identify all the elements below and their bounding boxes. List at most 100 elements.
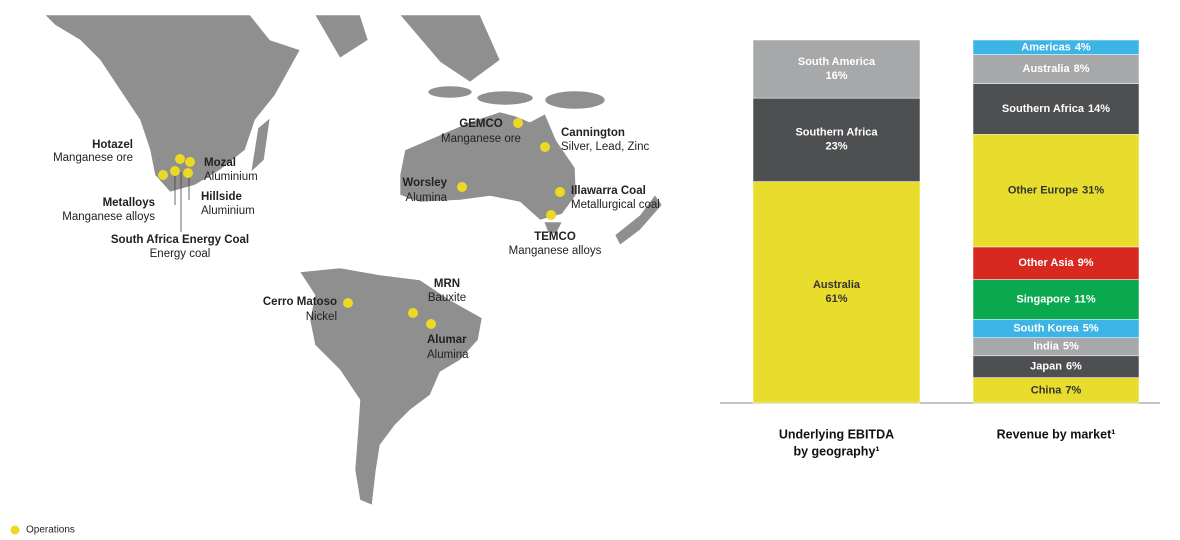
segment-label: China 7% <box>1031 384 1082 396</box>
operation-dot <box>343 298 353 308</box>
segment-label: Southern Africa 14% <box>1002 103 1110 115</box>
segment-label: Americas 4% <box>1021 41 1091 53</box>
legend-swatch <box>10 525 20 535</box>
bar-segment <box>752 97 921 182</box>
operation-dot <box>170 166 180 176</box>
bar-segment <box>752 39 921 99</box>
operation-name: Cannington <box>561 127 625 139</box>
segment-name: Singapore <box>1016 293 1070 305</box>
segment-label: India 5% <box>1033 341 1079 353</box>
operation-dot <box>555 187 565 197</box>
segment-value: 9% <box>1078 257 1094 269</box>
operation-product: Metallurgical coal <box>571 199 660 211</box>
map: Hotazel Manganese ore Mozal Aluminium Me… <box>10 14 663 536</box>
segment-value: 61% <box>825 293 847 305</box>
segment-value: 6% <box>1066 361 1082 373</box>
operation-dot <box>158 170 168 180</box>
operation-name: Mozal <box>204 157 236 169</box>
operation-product: Manganese alloys <box>509 245 602 257</box>
operation-name: MRN <box>434 278 460 290</box>
operation-dot <box>546 210 556 220</box>
segment-name: China <box>1031 384 1062 396</box>
bar-segment <box>972 54 1140 84</box>
segment-value: 8% <box>1074 63 1090 75</box>
new-zealand <box>614 194 663 246</box>
bar-segment <box>972 279 1140 320</box>
segment-name: Australia <box>813 279 861 291</box>
bar-segment <box>972 39 1140 55</box>
segment-value: 14% <box>1088 103 1110 115</box>
bar-segment <box>972 377 1140 404</box>
segment-name: India <box>1033 341 1060 353</box>
segment-label: Australia 8% <box>1023 63 1090 75</box>
segment-value: 31% <box>1082 185 1104 197</box>
segment-name: South America <box>798 56 876 68</box>
operation-dot <box>408 308 418 318</box>
island <box>427 85 473 99</box>
operation-product: Manganese ore <box>441 133 521 145</box>
africa <box>44 14 301 193</box>
segment-value: 23% <box>825 141 847 153</box>
operation-product: Alumina <box>427 349 469 361</box>
asia <box>399 14 501 83</box>
operation-product: Silver, Lead, Zinc <box>561 141 649 153</box>
operation-name: South Africa Energy Coal <box>111 234 249 246</box>
operation-dot <box>513 118 523 128</box>
tasmania <box>543 221 563 235</box>
operation-dot <box>183 168 193 178</box>
chart-title: Revenue by market¹ <box>997 427 1116 441</box>
segment-label: South Korea 5% <box>1013 322 1099 334</box>
operation-name: TEMCO <box>534 231 576 243</box>
operation-dot <box>457 182 467 192</box>
island <box>476 90 534 106</box>
segment-value: 16% <box>825 70 847 82</box>
segment-value: 5% <box>1083 322 1099 334</box>
segment-label: Other Asia 9% <box>1018 257 1093 269</box>
operation-name: Metalloys <box>103 197 155 209</box>
operation-name: Hillside <box>201 191 242 203</box>
segment-name: Southern Africa <box>1002 103 1085 115</box>
operation-product: Aluminium <box>204 171 258 183</box>
operation-name: Worsley <box>402 177 447 189</box>
operation-name: Illawarra Coal <box>571 185 646 197</box>
segment-value: 7% <box>1065 384 1081 396</box>
operation-dot <box>185 157 195 167</box>
operation-dot <box>426 319 436 329</box>
charts: Australia 61% Southern Africa 23% South Amer… <box>752 39 1140 458</box>
chart-title: Underlying EBITDA <box>779 427 894 441</box>
segment-value: 4% <box>1075 41 1091 53</box>
bar-segment <box>752 181 921 404</box>
operation-product: Manganese ore <box>53 152 133 164</box>
segment-name: Japan <box>1030 361 1062 373</box>
operation-dot <box>540 142 550 152</box>
operation-name: GEMCO <box>459 118 503 130</box>
operation-product: Manganese alloys <box>62 211 155 223</box>
operation-product: Energy coal <box>150 248 211 260</box>
segment-name: Other Europe <box>1008 185 1078 197</box>
bar-segment <box>972 134 1140 248</box>
segment-value: 5% <box>1063 341 1079 353</box>
chart-title: by geography¹ <box>793 444 879 458</box>
island <box>544 90 606 110</box>
operation-product: Aluminium <box>201 205 255 217</box>
operation-product: Bauxite <box>428 292 466 304</box>
operation-product: Nickel <box>306 311 337 323</box>
segment-label: Japan 6% <box>1030 361 1082 373</box>
segment-value: 11% <box>1074 293 1096 305</box>
bar-segment <box>972 246 1140 280</box>
segment-name: South Korea <box>1013 322 1079 334</box>
segment-label: Singapore 11% <box>1016 293 1095 305</box>
operation-name: Cerro Matoso <box>263 296 337 308</box>
segment-label: Other Europe 31% <box>1008 185 1105 197</box>
segment-name: Southern Africa <box>795 127 878 139</box>
south-america <box>299 267 483 506</box>
segment-name: Australia <box>1023 63 1071 75</box>
bar-segment <box>972 83 1140 135</box>
operation-product: Alumina <box>405 192 447 204</box>
operation-name: Hotazel <box>92 139 133 151</box>
australia <box>399 111 577 221</box>
operation-name: Alumar <box>427 334 467 346</box>
operation-dot <box>175 154 185 164</box>
legend-label: Operations <box>26 525 75 536</box>
